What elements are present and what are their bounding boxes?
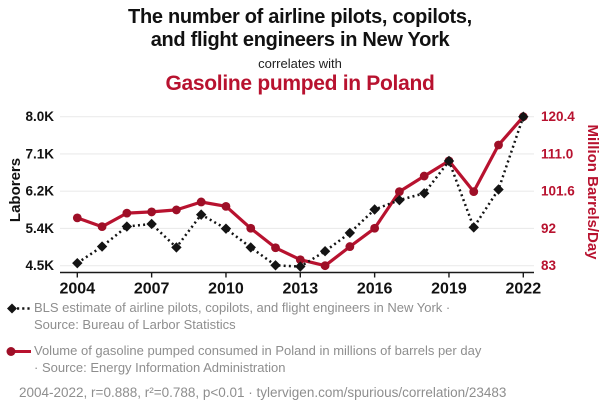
pilots-point: [394, 194, 405, 206]
right-axis-tick-label: 92: [541, 221, 556, 236]
x-axis-year-label: 2022: [506, 281, 542, 298]
left-axis-tick-label: 5.4K: [25, 221, 54, 236]
gasoline-point: [97, 222, 107, 232]
pilots-point: [468, 222, 479, 233]
right-axis-tick-label: 120.4: [541, 109, 575, 124]
left-axis-title: Laborers: [7, 158, 24, 222]
legend-gasoline-line2: · Source: Energy Information Administrat…: [34, 360, 286, 375]
legend-pilots-line1: BLS estimate of airline pilots, copilots…: [34, 300, 451, 315]
right-axis-title: Million Barrels/Day: [584, 124, 600, 260]
pilots-point: [369, 204, 380, 215]
pilots-point: [72, 257, 83, 269]
x-axis-year-label: 2016: [357, 281, 393, 298]
gasoline-point: [147, 207, 157, 217]
pilots-point: [295, 261, 306, 272]
legend-item-gasoline: Volume of gasoline pumped consumed in Po…: [5, 342, 595, 376]
stats-footer: 2004-2022, r=0.888, r²=0.788, p<0.01 · t…: [19, 385, 507, 400]
gasoline-point: [419, 171, 429, 181]
gasoline-point: [370, 223, 380, 233]
pilots-point: [195, 209, 207, 220]
second-series-title: Gasoline pumped in Poland: [165, 72, 435, 95]
pilots-point: [344, 227, 356, 239]
pilots-point: [245, 242, 256, 253]
legend-item-pilots: BLS estimate of airline pilots, copilots…: [5, 299, 595, 333]
left-axis-tick-label: 8.0K: [25, 109, 54, 124]
gasoline-point: [320, 261, 330, 271]
legend-text-pilots: BLS estimate of airline pilots, copilots…: [34, 299, 450, 333]
x-axis-year-label: 2007: [134, 281, 170, 298]
x-axis-year-label: 2013: [283, 281, 319, 298]
pilots-point: [518, 111, 529, 122]
gasoline-point: [494, 140, 503, 150]
gasoline-point: [172, 205, 181, 215]
red-solid-circle-marker-icon: [6, 347, 31, 356]
gasoline-point: [221, 201, 231, 211]
gasoline-point: [295, 255, 305, 265]
right-axis-tick-label: 111.0: [541, 146, 573, 161]
pilots-point: [220, 223, 232, 234]
legend-pilots-line2: Source: Bureau of Larbor Statistics: [34, 317, 236, 332]
gasoline-point: [395, 187, 404, 196]
left-axis-tick-label: 6.2K: [25, 184, 54, 199]
pilots-point: [319, 246, 331, 257]
left-axis-tick-label: 7.1K: [25, 146, 54, 161]
gasoline-point: [271, 243, 280, 253]
pilots-point: [270, 260, 281, 271]
pilots-point: [96, 241, 108, 252]
chart-legend: BLS estimate of airline pilots, copilots…: [5, 299, 595, 385]
x-axis-year-label: 2010: [208, 281, 244, 298]
black-dotted-diamond-marker-icon: [7, 303, 31, 314]
pilots-point: [121, 221, 133, 232]
x-axis-year-label: 2004: [60, 281, 96, 298]
pilots-point: [493, 184, 504, 195]
gasoline-point: [345, 242, 355, 251]
right-axis-tick-label: 101.6: [541, 184, 575, 199]
pilots-point: [418, 188, 430, 199]
chart-title: The number of airline pilots, copilots, …: [0, 6, 600, 52]
gasoline-point: [246, 223, 256, 233]
chart-title-line2: and flight engineers in New York: [150, 29, 450, 51]
pilots-point: [146, 218, 157, 230]
chart-svg: 4.5K 83 5.4K 92 6.2K 101.6 7.1K 111.0 8.0K 120.4 2…: [7, 109, 600, 298]
legend-text-gasoline: Volume of gasoline pumped consumed in Po…: [34, 342, 481, 376]
right-axis-tick-label: 83: [541, 258, 557, 273]
correlates-with-text: correlates with: [258, 56, 342, 71]
pilots-point: [443, 155, 455, 167]
chart-title-line1: The number of airline pilots, copilots,: [128, 6, 472, 28]
gasoline-point: [122, 208, 132, 218]
legend-gasoline-line1: Volume of gasoline pumped consumed in Po…: [34, 343, 482, 358]
left-axis-tick-label: 4.5K: [25, 258, 54, 273]
gasoline-point: [469, 187, 479, 196]
gasoline-point: [72, 213, 82, 223]
pilots-point: [171, 242, 182, 253]
x-axis-year-label: 2019: [431, 281, 467, 298]
gasoline-point: [196, 197, 206, 207]
